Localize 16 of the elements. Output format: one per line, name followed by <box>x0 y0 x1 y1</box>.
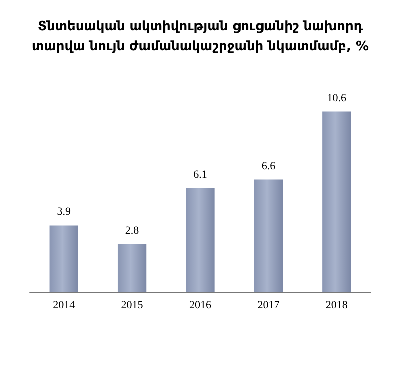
x-tick-label: 2018 <box>326 300 348 312</box>
bar <box>186 188 215 292</box>
x-tick-label: 2014 <box>53 300 76 312</box>
x-tick-label: 2017 <box>258 300 280 312</box>
data-label: 6.1 <box>194 168 208 181</box>
x-tick-label: 2015 <box>121 300 144 312</box>
bar <box>118 244 147 292</box>
data-label: 6.6 <box>262 160 276 172</box>
x-tick-label: 2016 <box>190 300 212 312</box>
data-label: 10.6 <box>327 92 348 104</box>
bar <box>50 226 78 292</box>
data-label: 3.9 <box>57 206 72 218</box>
chart-title: Տնտեսական ակտիվության ցուցանիշ նախորդ տարվա նույն ժամանակաշրջանի նկատմամբ, % <box>32 20 369 54</box>
data-label: 2.8 <box>125 224 140 237</box>
bar <box>322 112 352 292</box>
bar <box>254 180 284 292</box>
